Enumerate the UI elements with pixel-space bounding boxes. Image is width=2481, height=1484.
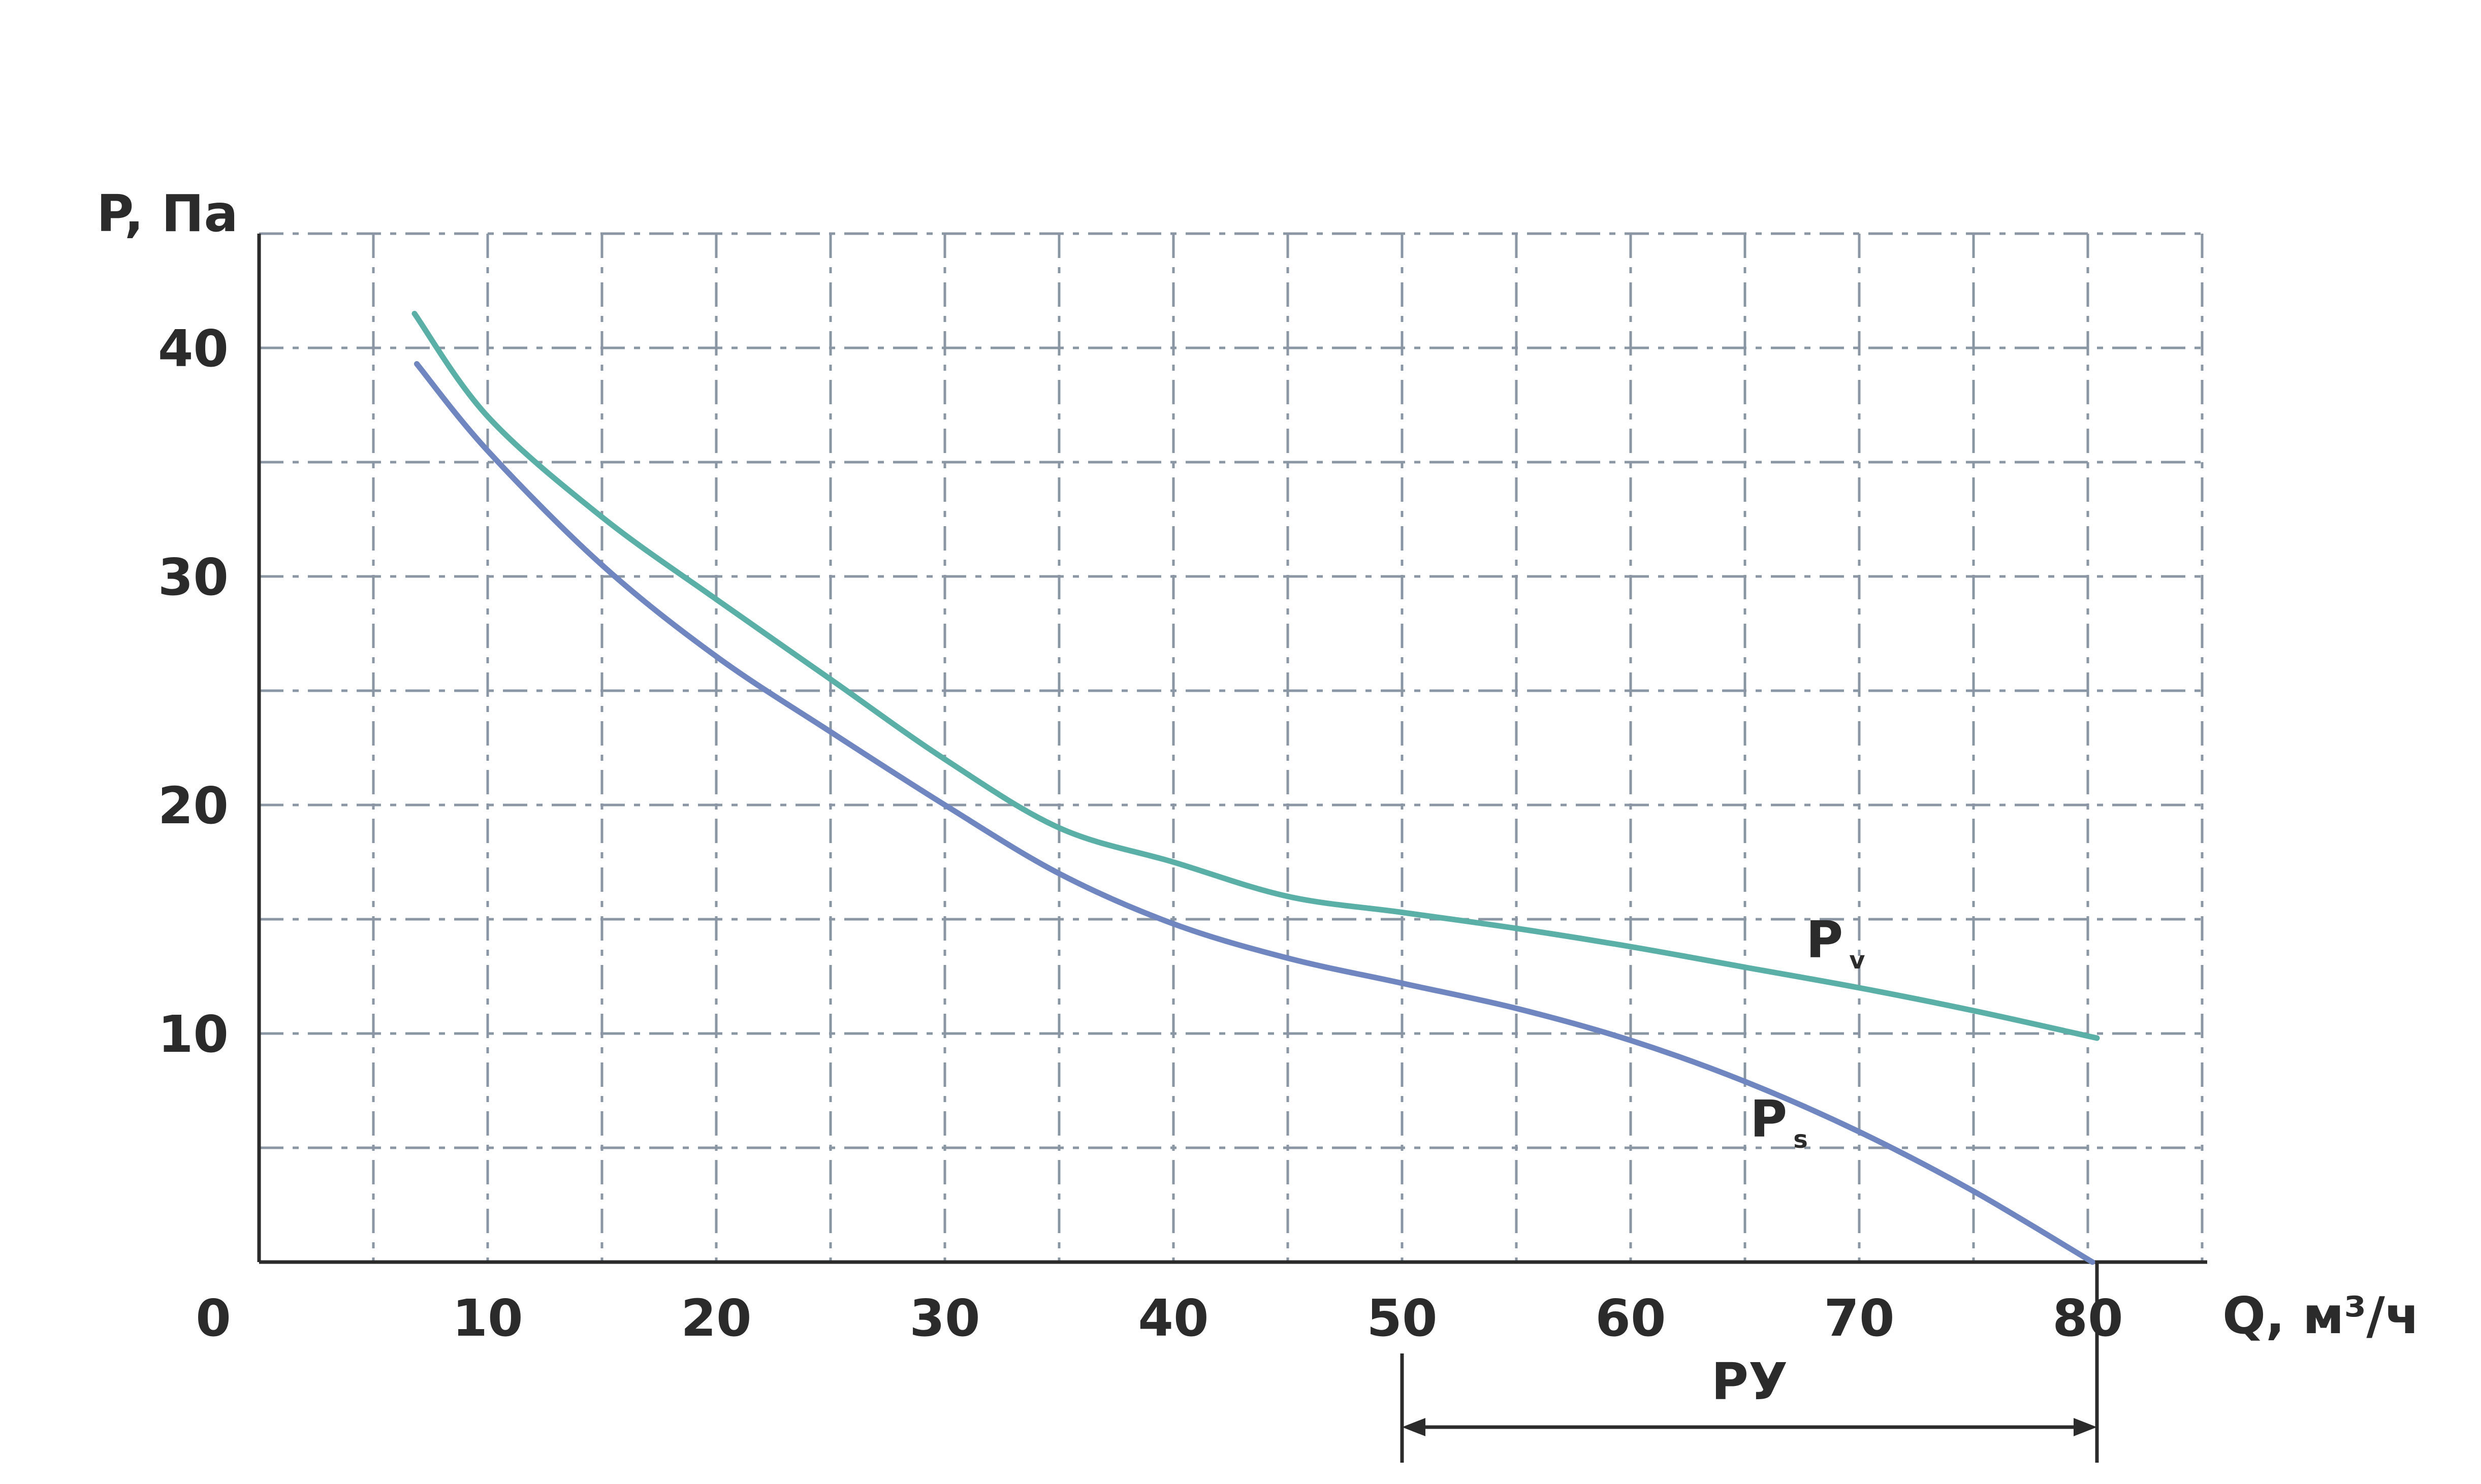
range-arrowhead-right [2074,1418,2097,1436]
x-tick-label-50: 50 [1366,1288,1437,1348]
y-tick-label-40: 40 [158,319,229,378]
series-label-ps-name: P [1750,1089,1787,1149]
range-arrowhead-left [1402,1418,1425,1436]
x-tick-label-10: 10 [452,1288,523,1348]
series-layer [411,311,2100,1265]
x-tick-label-30: 30 [909,1288,980,1348]
series-label-ps-subscript: s [1793,1125,1808,1154]
grid-vertical [372,234,2204,1262]
range-annotation-ru: РУ [1400,1262,2099,1463]
x-tick-label-60: 60 [1595,1288,1666,1348]
x-tick-label-70: 70 [1824,1288,1894,1348]
x-tick-label-0: 0 [196,1288,231,1348]
series-label-pv-name: P [1806,910,1843,970]
series-line-pv [411,311,2100,1041]
y-tick-label-10: 10 [158,1005,229,1064]
range-label: РУ [1711,1352,1788,1411]
x-tick-labels: 0 10 20 30 40 50 60 70 80 [196,1288,2123,1348]
series-label-pv-subscript: v [1849,946,1865,975]
y-tick-labels: 10 20 30 40 [158,319,229,1064]
series-line-ps [414,361,2095,1265]
x-tick-label-20: 20 [681,1288,751,1348]
x-tick-label-40: 40 [1138,1288,1208,1348]
x-axis-label: Q, м³/ч [2222,1286,2420,1345]
y-tick-label-20: 20 [158,776,229,835]
grid-horizontal [259,232,2207,1149]
axes [257,234,2207,1264]
x-tick-label-80: 80 [2052,1288,2123,1348]
y-axis-label: P, Па [97,184,238,243]
y-tick-label-30: 30 [158,547,229,607]
